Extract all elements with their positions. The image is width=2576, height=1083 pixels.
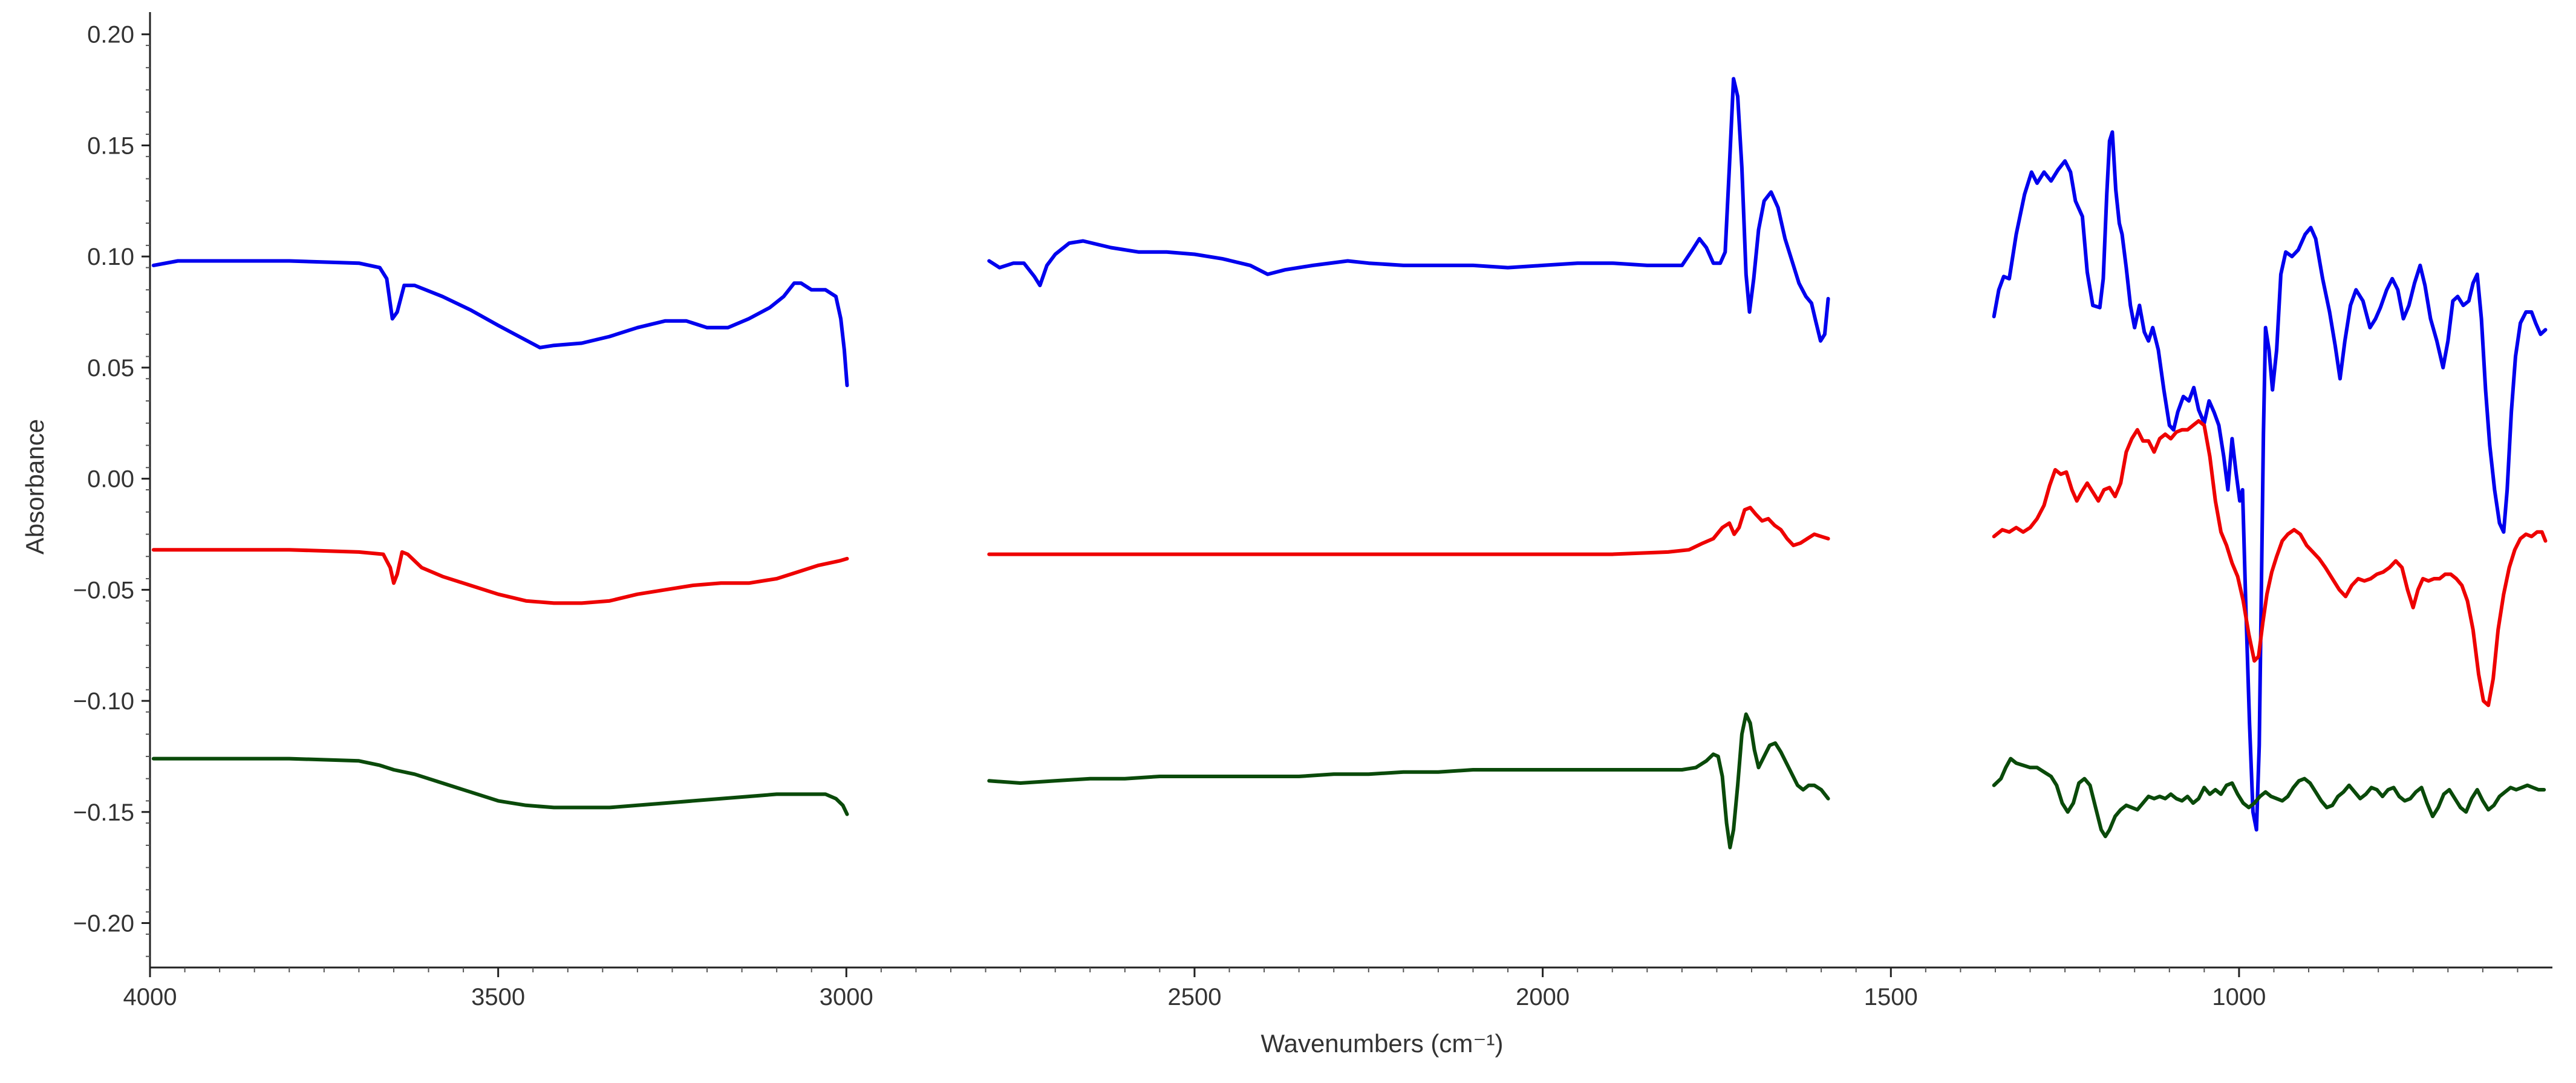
y-tick-label: 0.00 [87,466,134,493]
y-tick-label: 0.20 [87,22,134,48]
y-tick-label: −0.15 [73,799,134,826]
series-2-segment-1 [151,548,849,605]
y-tick-label: −0.05 [73,577,134,603]
series-2-segment-2 [987,506,1830,556]
x-tick-label: 1000 [2212,984,2266,1010]
y-tick-label: 0.15 [87,132,134,159]
y-tick-label: −0.20 [73,911,134,937]
x-tick-label: 3000 [820,984,873,1010]
y-axis-ticks: 0.20 0.15 0.10 0.05 0.00 −0.05 −0.10 −0.15 −0.20 [73,22,150,957]
x-tick-label: 1500 [1864,984,1918,1010]
x-axis-ticks: 4000 3500 3000 2500 2000 1500 1000 [123,968,2519,1010]
series-2-segment-3 [1992,419,2548,707]
y-tick-label: 0.05 [87,355,134,382]
series-1-segment-1 [151,259,849,388]
x-tick-label: 4000 [123,984,177,1010]
x-axis-title: Wavenumbers (cm⁻¹) [1261,1029,1504,1058]
y-tick-label: 0.10 [87,244,134,270]
x-tick-label: 2500 [1167,984,1221,1010]
series-3-segment-2 [987,712,1830,850]
series-1-segment-2 [987,77,1830,343]
y-tick-label: −0.10 [73,688,134,715]
x-tick-label: 3500 [471,984,525,1010]
y-axis-title: Absorbance [21,419,49,555]
axes [149,12,2552,969]
series-3-segment-1 [151,756,849,816]
x-tick-label: 2000 [1516,984,1570,1010]
series-3-segment-3 [1992,756,2546,839]
series-group [151,77,2548,850]
series-1-segment-3 [1992,130,2548,832]
